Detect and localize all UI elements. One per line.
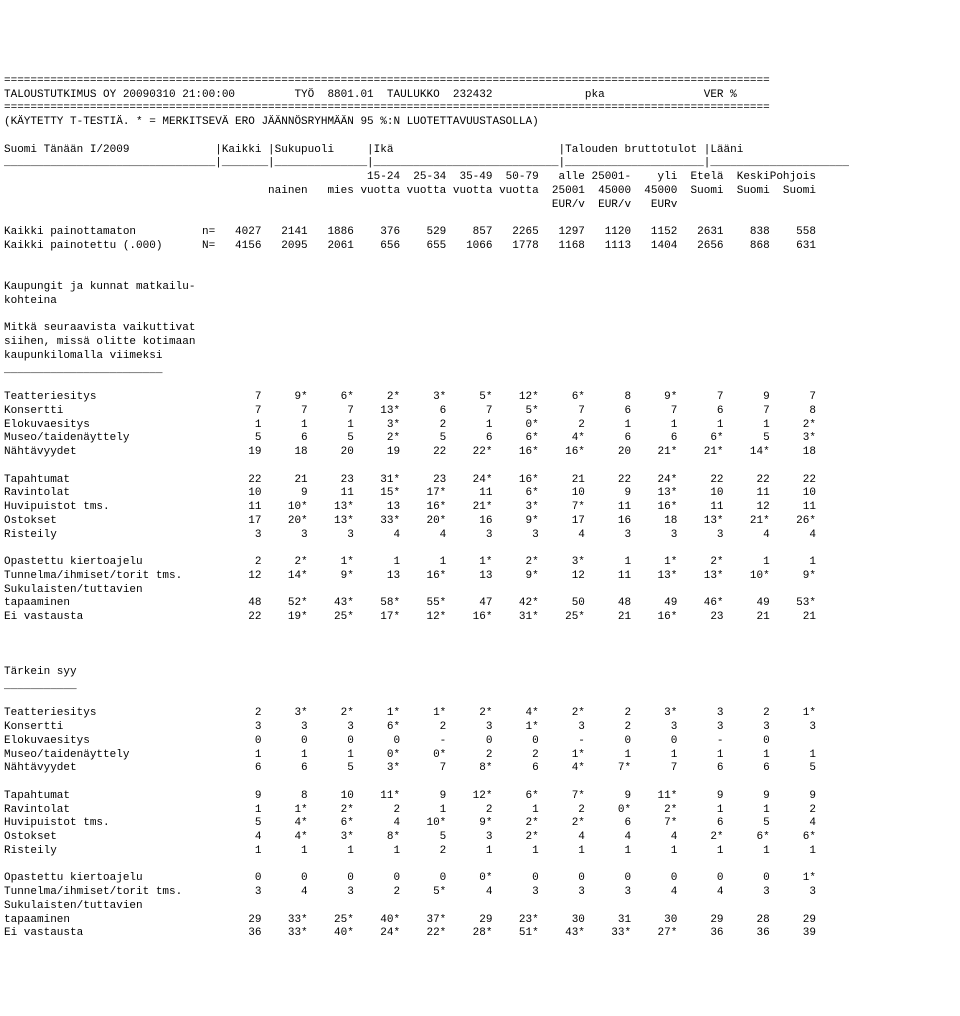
report-page: ========================================… [0,69,960,947]
